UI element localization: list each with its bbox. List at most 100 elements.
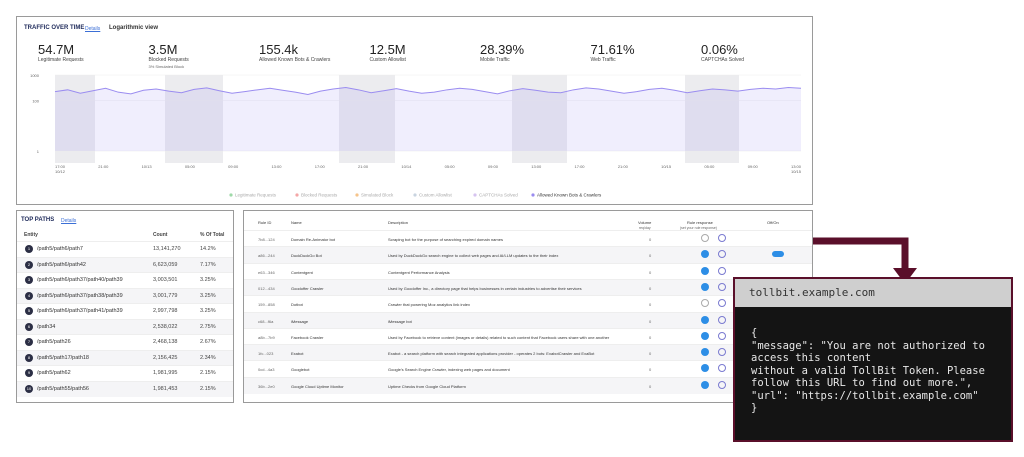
- pct: 3.25%: [200, 277, 216, 283]
- path: /path5/path26: [37, 339, 71, 345]
- details-link[interactable]: Details: [85, 26, 101, 32]
- rule-name: Contentgent: [291, 269, 313, 275]
- allow-icon[interactable]: [701, 234, 709, 242]
- rule-name: Dotbot: [291, 302, 303, 308]
- allow-icon[interactable]: [701, 282, 709, 291]
- rule-desc: Crawler that powering Moz analytics link…: [388, 302, 471, 308]
- allow-icon[interactable]: [701, 331, 709, 340]
- rule-desc: Contentgent Performance Analysis: [388, 269, 450, 275]
- path-row: 2/path5/path6/path42 6,623,059 7.17%: [17, 256, 233, 273]
- rank-badge: 1: [25, 245, 33, 253]
- block-icon[interactable]: [718, 250, 726, 259]
- rule-name: DuckDuckGo Bot: [291, 253, 322, 259]
- terminal-line: "url": "https://tollbit.example.com": [751, 389, 979, 402]
- rule-row: 0cd...4a3 Googlebot Google's Search Engine…: [244, 360, 812, 377]
- allow-icon[interactable]: [701, 380, 709, 389]
- path-row: 8/path5/path17/path18 2,156,425 2.34%: [17, 349, 233, 366]
- x-tick-label: 13:00: [531, 164, 542, 169]
- x-tick-label: 21:00: [98, 164, 109, 169]
- night-band: [685, 75, 739, 163]
- path-row: 10/path5/path55/path56 1,981,453 2.15%: [17, 380, 233, 397]
- allow-icon[interactable]: [701, 364, 709, 373]
- path: /path5/path6/path37/path41/path39: [37, 308, 123, 314]
- stat-value: 12.5M: [369, 42, 406, 57]
- path: /path34: [37, 323, 56, 330]
- terminal-line: "message": "You are not authorized to: [751, 339, 985, 352]
- count: 1,981,995: [153, 370, 178, 376]
- rule-id: 1fc...023: [258, 351, 274, 357]
- terminal-line: {: [751, 327, 758, 339]
- details-link[interactable]: Details: [61, 218, 77, 224]
- stat-label: CAPTCHAs Solved: [701, 57, 745, 63]
- block-icon[interactable]: [718, 364, 726, 373]
- allow-icon[interactable]: [701, 250, 709, 259]
- column-header: Rule response: [687, 220, 713, 225]
- allow-icon[interactable]: [701, 348, 709, 357]
- legend-label: Blocked Requests: [301, 193, 338, 198]
- x-tick-label: 17:00: [315, 164, 326, 169]
- column-header: Rule ID: [258, 220, 272, 225]
- x-tick-label: 10/14: [401, 164, 412, 169]
- panel-title: TOP PATHS: [21, 217, 55, 223]
- rank-badge: 2: [25, 260, 33, 269]
- rule-name: Googlebot: [291, 367, 310, 373]
- block-icon[interactable]: [718, 331, 726, 340]
- rule-id: 159...858: [258, 302, 275, 308]
- x-tick-label: 21:00: [358, 164, 369, 169]
- stat-label: Web Traffic: [590, 57, 616, 63]
- night-band: [55, 75, 95, 163]
- rank-badge: 8: [25, 353, 33, 362]
- rank-badge: 6: [25, 322, 33, 331]
- x-tick-label: 17:00 10/12: [55, 164, 66, 174]
- block-icon[interactable]: [718, 299, 726, 308]
- count: 3,001,779: [153, 292, 178, 299]
- rule-volume: 0: [649, 318, 652, 324]
- x-tick-label: 09:00: [748, 164, 759, 169]
- block-icon[interactable]: [718, 266, 726, 275]
- block-icon[interactable]: [718, 282, 726, 291]
- rule-volume: 0: [649, 269, 652, 275]
- rule-name: Domain Re-Animator bot: [291, 237, 336, 242]
- pct: 2.15%: [200, 370, 216, 376]
- allow-icon[interactable]: [701, 315, 709, 324]
- rule-volume: 0: [649, 253, 652, 259]
- view-toggle[interactable]: Logarithmic view: [109, 25, 159, 31]
- path-row: 4/path5/path6/path37/path38/path39 3,001,…: [17, 287, 233, 304]
- pct: 14.2%: [200, 246, 216, 252]
- legend-swatch: [413, 193, 417, 197]
- series-area: [55, 87, 801, 151]
- rule-id: a86...244: [258, 253, 275, 259]
- legend-swatch: [229, 193, 233, 197]
- rule-name: iMessage: [291, 318, 309, 324]
- toggle[interactable]: [772, 251, 784, 258]
- path-row: 9/path5/path62 1,981,995 2.15%: [17, 365, 233, 381]
- rank-badge: 7: [25, 338, 33, 346]
- stat-value: 3.5M: [148, 42, 178, 57]
- stat-note: 3% Simulated Block: [148, 64, 185, 69]
- rank-badge: 10: [25, 384, 33, 393]
- allow-icon[interactable]: [701, 266, 709, 275]
- rank-badge: 9: [25, 369, 33, 377]
- stat-value: 71.61%: [590, 42, 635, 57]
- rule-desc: Used by Goodoffer Inc., a directory page…: [388, 285, 582, 291]
- x-tick-part: 10/15: [791, 169, 802, 174]
- stat-value: 54.7M: [38, 42, 75, 57]
- rule-id: 0cd...4a3: [258, 367, 275, 373]
- rule-name: Google Cloud Uptime Monitor: [291, 383, 344, 389]
- block-icon[interactable]: [718, 234, 726, 242]
- x-tick-label: 10/15: [661, 164, 672, 169]
- allow-icon[interactable]: [701, 299, 709, 308]
- legend-label: Simulated Block: [361, 193, 394, 198]
- block-icon[interactable]: [718, 380, 726, 389]
- terminal-line: access this content: [751, 352, 872, 364]
- block-icon[interactable]: [718, 315, 726, 324]
- block-icon[interactable]: [718, 348, 726, 357]
- pct: 2.34%: [200, 354, 216, 361]
- rule-row: 7b8...124 Domain Re-Animator bot Scraping …: [244, 230, 812, 247]
- x-tick-part: 17:00: [55, 164, 66, 169]
- path-row: 3/path5/path6/path37/path40/path39 3,003,…: [17, 272, 233, 288]
- rule-desc: iMessage bot: [388, 318, 412, 324]
- rule-name: Exabot: [291, 351, 304, 357]
